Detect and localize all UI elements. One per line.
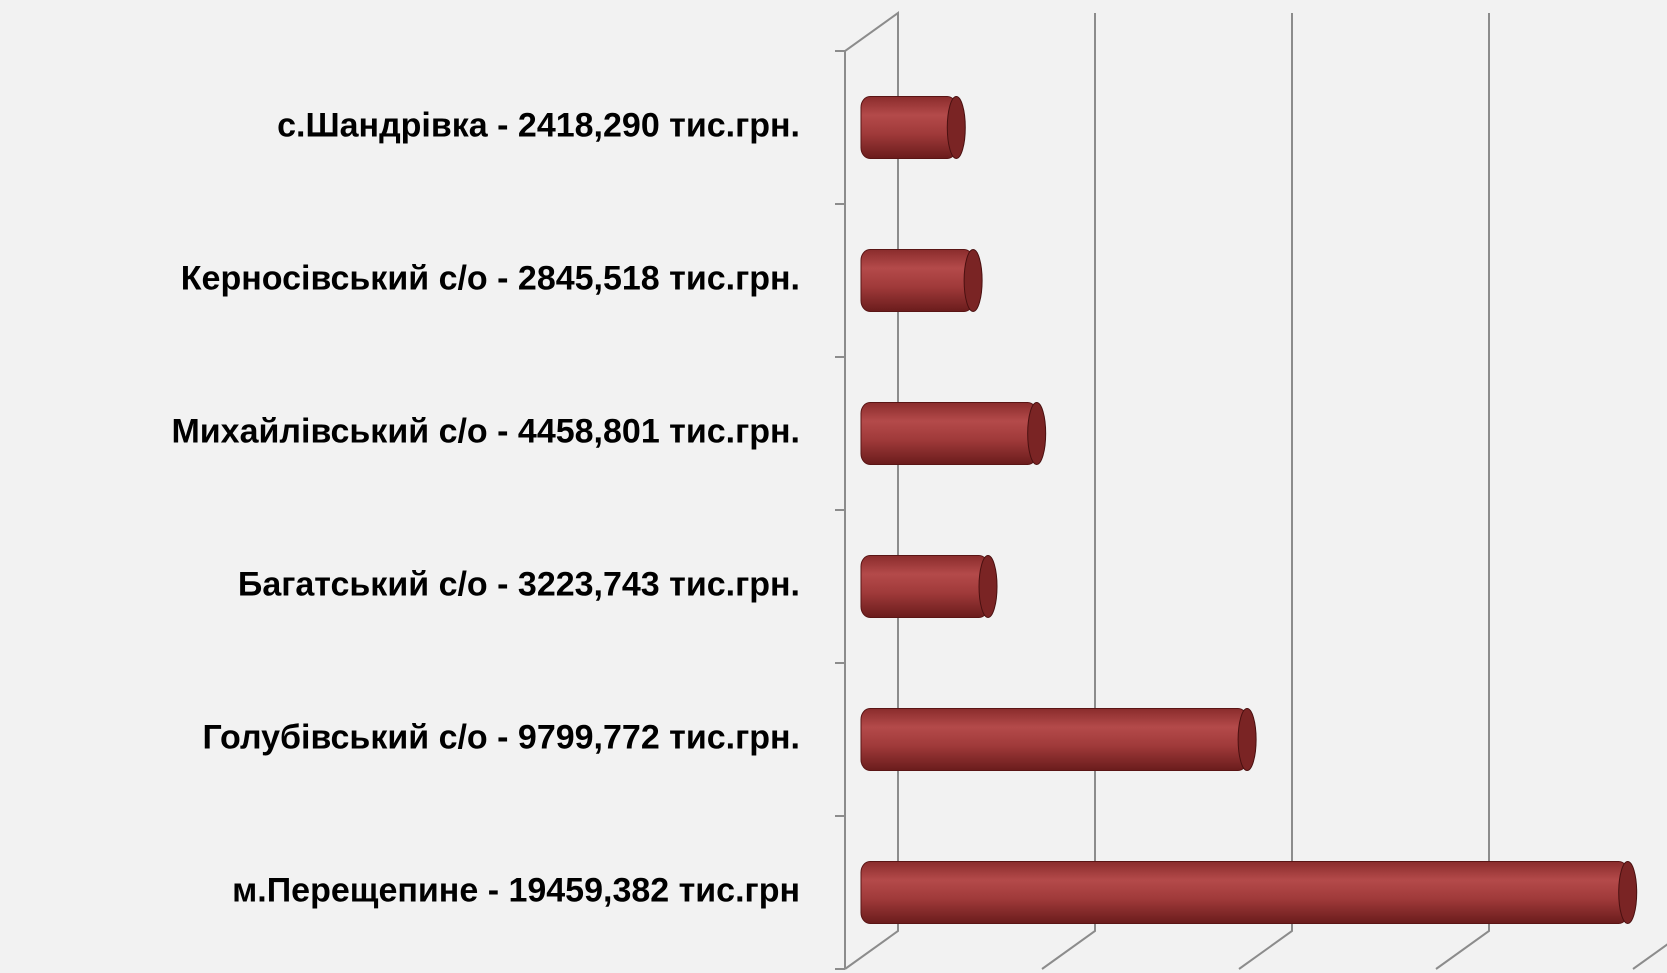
bar-cap [963,249,983,312]
y-tick-label: м.Перещепине - 19459,382 тис.грн [232,871,800,909]
y-tick-label: Голубівський с/о - 9799,772 тис.грн. [202,718,800,756]
grid-line [1632,943,1667,970]
y-tick-label: Багатський с/о - 3223,743 тис.грн. [238,565,800,603]
grid-line [1435,13,1490,970]
bar-cap [1618,861,1638,924]
bar [860,402,1038,465]
y-tick-label: с.Шандрівка - 2418,290 тис.грн. [277,106,800,144]
bar-cap [978,555,998,618]
bar [860,249,974,312]
grid-line [844,13,899,970]
bar [860,96,957,159]
bar [860,555,989,618]
bar-cap [1237,708,1257,771]
y-tick-label: Михайлівський с/о - 4458,801 тис.грн. [171,412,800,450]
bar-cap [1027,402,1047,465]
bar [860,708,1248,771]
y-tick-label: Керносівський с/о - 2845,518 тис.грн. [181,259,800,297]
bar-cap [946,96,966,159]
grid-line [1238,13,1293,970]
bar [860,861,1629,924]
grid-line [1041,13,1096,970]
